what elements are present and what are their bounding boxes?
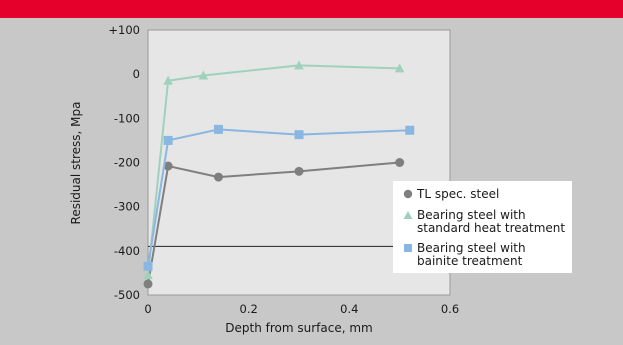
data-point [395,158,405,167]
legend-label-standard-heat-line1: Bearing steel with [417,208,526,222]
y-tick-label: +100 [108,23,140,37]
data-point [294,130,304,140]
legend-box [393,181,572,273]
legend-marker-bainite [404,244,412,252]
x-axis-ticks: 0 0.2 0.4 0.6 [144,302,459,316]
data-point [213,124,223,134]
x-tick-label: 0.6 [441,302,459,316]
data-point [405,125,415,135]
data-point [143,270,153,280]
legend-label-bainite-line2: bainite treatment [417,254,523,268]
legend-marker-tl-spec [403,189,413,199]
legend-label-bainite-line1: Bearing steel with [417,241,526,255]
series-layer [143,60,415,289]
x-tick-label: 0 [144,302,151,316]
data-point [163,75,173,85]
x-tick-label: 0.2 [240,302,258,316]
header-bar [0,0,623,18]
y-tick-label: -100 [114,111,140,125]
legend-label-standard-heat-line2: standard heat treatment [417,221,565,235]
data-point [294,166,304,176]
x-axis-title: Depth from surface, mm [225,321,372,335]
y-tick-label: -400 [114,244,140,258]
data-point [163,161,173,171]
y-axis-title: Residual stress, Mpa [69,102,83,225]
x-tick-label: 0.4 [340,302,358,316]
legend-marker-standard-heat [403,211,413,219]
data-point [143,261,153,271]
legend-label-tl-spec: TL spec. steel [416,187,499,201]
y-tick-label: -500 [114,288,140,302]
data-point [294,60,304,70]
data-point [143,279,153,289]
y-tick-label: -300 [114,200,140,214]
data-point [394,63,405,73]
y-axis-ticks: +100 0 -100 -200 -300 -400 -500 [108,23,140,302]
y-tick-label: -200 [114,156,140,170]
data-point [198,70,209,80]
legend: TL spec. steel Bearing steel with standa… [393,181,572,273]
y-tick-label: 0 [133,67,140,81]
data-point [213,172,223,182]
data-point [163,135,173,145]
